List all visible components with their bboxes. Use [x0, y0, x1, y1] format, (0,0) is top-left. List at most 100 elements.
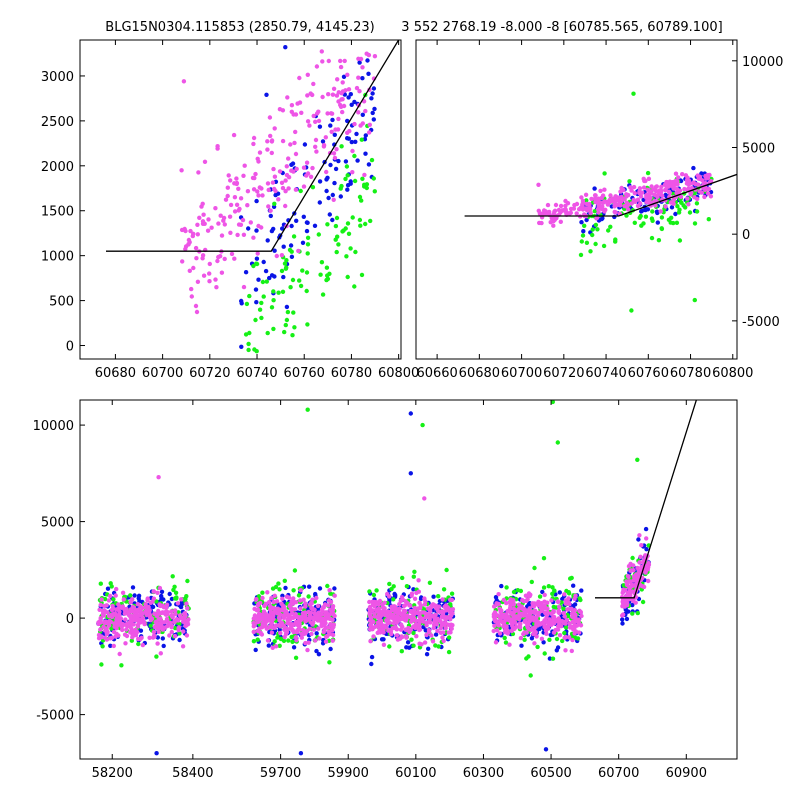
magenta-point	[440, 611, 446, 617]
green-point	[511, 589, 517, 595]
magenta-point	[686, 202, 691, 207]
magenta-point	[323, 135, 328, 140]
magenta-point	[326, 603, 331, 608]
magenta-point	[299, 635, 304, 640]
magenta-point	[200, 201, 205, 206]
magenta-point	[227, 214, 233, 219]
magenta-point	[496, 592, 501, 597]
green-point	[283, 266, 289, 271]
magenta-point	[563, 648, 568, 653]
green-point	[367, 589, 372, 594]
magenta-point	[101, 610, 107, 616]
magenta-point	[491, 628, 496, 634]
magenta-point	[313, 638, 318, 643]
magenta-point	[267, 603, 273, 609]
green-point	[631, 91, 636, 96]
y-tick-label: -5000	[742, 315, 780, 330]
green-point	[643, 214, 649, 219]
magenta-point	[319, 620, 325, 626]
green-point	[364, 185, 369, 191]
green-point	[148, 623, 153, 628]
blue-point	[554, 648, 559, 653]
magenta-point	[251, 187, 257, 192]
green-point	[502, 635, 507, 641]
green-point	[282, 261, 288, 266]
magenta-point	[205, 228, 211, 233]
green-point	[304, 270, 310, 275]
magenta-point	[440, 635, 445, 640]
magenta-point	[625, 574, 631, 579]
x-tick-label: 58200	[92, 766, 133, 781]
blue-point	[360, 76, 365, 81]
green-point	[305, 322, 310, 327]
green-point	[449, 591, 455, 596]
magenta-point	[404, 617, 409, 623]
magenta-point	[265, 590, 270, 595]
magenta-point	[356, 75, 361, 80]
green-point	[671, 220, 676, 226]
magenta-point	[371, 634, 376, 639]
blue-point	[673, 211, 678, 217]
magenta-point	[265, 147, 270, 152]
magenta-point	[236, 208, 241, 213]
magenta-point	[114, 586, 119, 592]
blue-point	[540, 589, 545, 595]
blue-point	[254, 198, 259, 204]
magenta-point	[563, 619, 568, 624]
green-point	[338, 186, 343, 191]
green-point	[282, 578, 287, 583]
magenta-point	[628, 590, 633, 595]
x-tick-label: 60100	[395, 766, 436, 781]
blue-point	[317, 586, 323, 591]
magenta-point	[680, 172, 685, 177]
green-point	[694, 201, 700, 206]
magenta-point	[286, 186, 291, 191]
magenta-point	[294, 166, 299, 172]
magenta-point	[558, 219, 563, 224]
magenta-point	[426, 629, 432, 635]
magenta-point	[633, 199, 638, 204]
x-tick-label: 60740	[236, 366, 277, 381]
blue-point	[320, 139, 326, 144]
green-point	[173, 590, 179, 595]
green-point	[518, 588, 524, 594]
magenta-point	[505, 631, 510, 636]
magenta-point	[608, 197, 613, 203]
green-point	[580, 233, 586, 238]
magenta-point	[508, 610, 514, 616]
magenta-point	[231, 132, 237, 138]
magenta-point	[401, 608, 407, 613]
green-point	[310, 185, 316, 190]
magenta-point	[631, 578, 636, 583]
magenta-point	[402, 613, 408, 618]
magenta-point	[136, 636, 141, 642]
magenta-point	[310, 606, 315, 611]
green-point	[601, 243, 607, 249]
green-point	[436, 644, 441, 649]
magenta-point	[334, 93, 340, 98]
magenta-point	[588, 207, 593, 212]
blue-point	[273, 192, 278, 198]
green-point	[399, 649, 404, 654]
magenta-point	[556, 618, 561, 623]
magenta-point	[626, 192, 631, 198]
magenta-point	[627, 593, 632, 599]
green-point	[357, 194, 363, 200]
magenta-point	[330, 92, 336, 97]
magenta-point	[301, 165, 307, 170]
magenta-point	[284, 164, 289, 169]
magenta-point	[495, 602, 500, 607]
green-point	[320, 292, 326, 297]
blue-point	[499, 583, 504, 589]
magenta-point	[280, 596, 285, 601]
blue-point	[254, 228, 259, 233]
blue-point	[572, 602, 578, 607]
magenta-point	[626, 579, 631, 584]
magenta-point	[340, 109, 345, 115]
magenta-point	[663, 187, 668, 192]
magenta-point	[298, 606, 303, 611]
magenta-point	[402, 603, 407, 608]
magenta-point	[551, 630, 557, 635]
blue-point	[253, 647, 258, 653]
magenta-point	[288, 142, 293, 147]
